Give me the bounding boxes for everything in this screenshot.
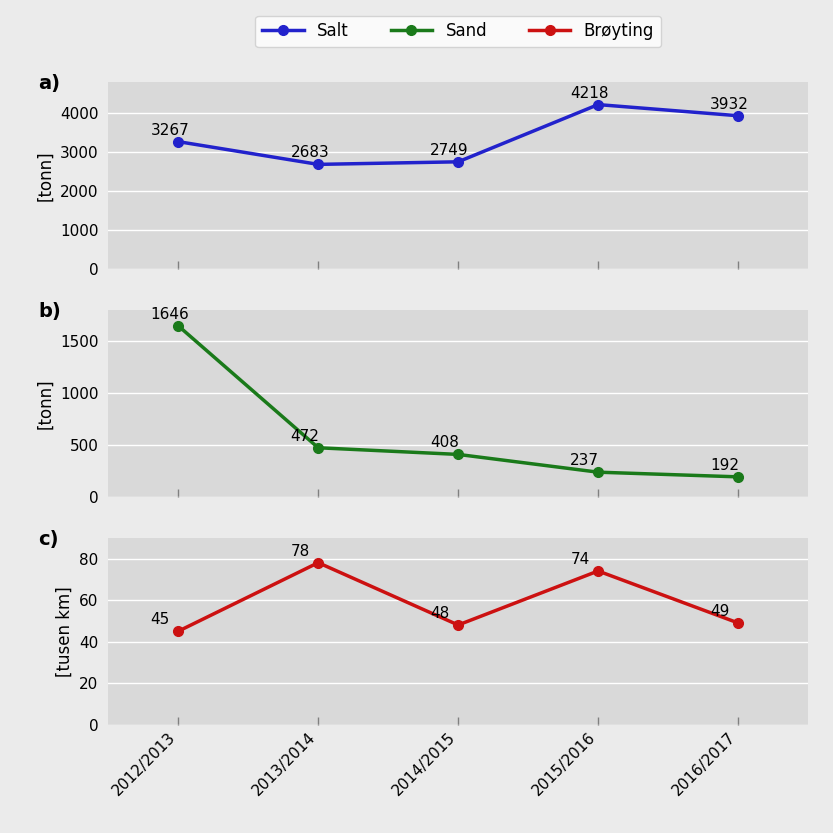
Text: 49: 49 bbox=[711, 604, 730, 619]
Text: 472: 472 bbox=[291, 429, 319, 444]
Text: a): a) bbox=[38, 74, 60, 93]
Text: 74: 74 bbox=[571, 552, 590, 567]
Y-axis label: [tusen km]: [tusen km] bbox=[56, 586, 73, 676]
Legend: Salt, Sand, Brøyting: Salt, Sand, Brøyting bbox=[256, 16, 661, 47]
Y-axis label: [tonn]: [tonn] bbox=[37, 378, 54, 429]
Text: 78: 78 bbox=[291, 544, 310, 559]
Text: 45: 45 bbox=[151, 612, 170, 627]
Text: 2683: 2683 bbox=[291, 146, 329, 161]
Text: b): b) bbox=[38, 302, 61, 322]
Text: 192: 192 bbox=[711, 458, 739, 473]
Y-axis label: [tonn]: [tonn] bbox=[37, 150, 54, 201]
Text: 3932: 3932 bbox=[711, 97, 749, 112]
Text: 3267: 3267 bbox=[151, 122, 189, 137]
Text: 48: 48 bbox=[431, 606, 450, 621]
Text: 408: 408 bbox=[431, 436, 459, 451]
Text: 4218: 4218 bbox=[571, 86, 609, 101]
Text: c): c) bbox=[38, 531, 59, 549]
Text: 2749: 2749 bbox=[431, 143, 469, 158]
Text: 237: 237 bbox=[571, 453, 599, 468]
Text: 1646: 1646 bbox=[151, 307, 189, 322]
